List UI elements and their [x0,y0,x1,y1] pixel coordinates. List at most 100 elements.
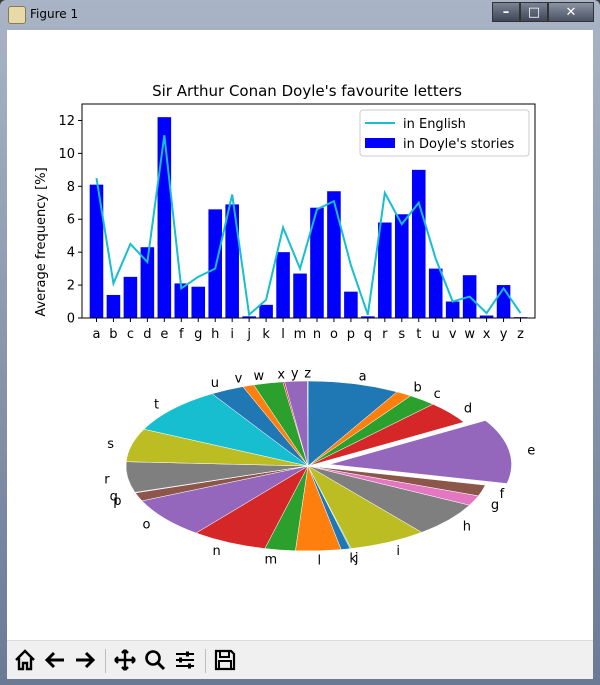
x-tick-label: d [143,327,151,342]
x-tick-label: c [127,327,134,342]
bar [242,316,256,318]
y-tick-label: 4 [67,246,75,261]
y-tick-label: 8 [67,180,75,195]
minimize-button[interactable]: – [492,2,520,22]
x-tick-label: e [160,327,168,342]
y-tick-label: 6 [67,213,75,228]
x-tick-label: o [330,327,338,342]
x-tick-label: f [179,327,184,342]
pie-slice [307,380,398,467]
bar [361,316,375,318]
pie-slice-label: f [500,487,505,502]
zoom-button[interactable] [141,646,169,674]
configure-subplots-button[interactable] [171,646,199,674]
x-tick-label: s [398,327,405,342]
bar [344,291,358,318]
pie-slice-label: w [254,369,265,384]
pie-slice-label: s [107,437,114,452]
bar [106,294,121,318]
x-tick-label: x [483,327,491,342]
bar [479,315,494,318]
pie-slice-label: c [434,387,441,402]
back-button[interactable] [41,646,69,674]
y-tick-label: 10 [58,147,75,162]
pie-slice-label: o [143,518,151,533]
bar [445,301,460,318]
pie-slice-label: k [349,551,357,566]
pie-slice-label: g [491,498,499,513]
legend-label-in-doyles-stories: in Doyle's stories [403,137,515,152]
legend: in English in Doyle's stories [359,109,530,157]
pie-slice-label: q [110,489,118,504]
x-tick-label: g [194,327,202,342]
x-tick-label: p [347,327,355,342]
title-bar[interactable]: Figure 1 – □ ✕ [0,0,600,30]
close-button[interactable]: ✕ [548,2,594,22]
bar [293,273,307,318]
pie-slice-label: z [304,367,311,382]
axes-frame [81,103,536,319]
bar [378,222,392,318]
pie-slice-label: h [463,519,471,534]
figure-canvas[interactable]: Sir Arthur Conan Doyle's favourite lette… [7,30,593,640]
x-tick-label: t [416,327,421,342]
bar [89,184,104,318]
pie-slice-label: d [464,401,472,416]
bar [123,276,138,318]
x-tick-label: n [313,327,321,342]
pie-slice [329,420,512,484]
save-icon [214,649,236,671]
maximize-button[interactable]: □ [520,2,548,22]
bar [191,286,206,318]
pie-slice-label: e [527,444,535,459]
bar [174,283,189,318]
pie-slice-label: v [235,372,243,387]
x-tick-label: m [294,327,307,342]
home-icon [15,649,35,671]
pie-slice-label: r [104,472,110,487]
save-button[interactable] [211,646,239,674]
pie-slice [307,380,309,467]
pie-slice-label: u [211,376,219,391]
bar [327,191,341,318]
x-tick-label: j [246,327,251,342]
legend-label-in-english: in English [403,117,466,132]
pie-slice-label: a [359,370,367,385]
x-tick-label: h [211,327,219,342]
legend-bar-swatch [365,138,395,148]
toolbar-separator [205,649,206,673]
pie-slice-label: t [154,398,159,413]
x-tick-label: u [432,327,440,342]
pan-button[interactable] [111,646,139,674]
bar [259,304,273,318]
home-button[interactable] [11,646,39,674]
bar-plot-area: 0 2 4 6 8 10 12 a b c d e f g h i j k l m n o p q r s t u v w x y z in En… [58,103,536,342]
x-tick-label: z [517,327,524,342]
bar [157,117,172,319]
toolbar-separator [105,649,106,673]
pie-plot-area: a b c d e fg h i jk l m n o pqr s t u v w x y z [104,367,535,569]
y-axis-label: Average frequency [%] [34,167,49,316]
bar [276,252,290,318]
pie-slice-label: n [212,544,220,559]
pie-slice-label: m [265,552,278,567]
x-tick-label: y [500,327,508,342]
bar [140,247,155,318]
pie-slice [307,403,465,467]
window-controls: – □ ✕ [492,2,594,22]
forward-button[interactable] [71,646,99,674]
pie-slice-label: x [277,367,285,382]
pie-slice-label: b [414,381,422,396]
bar [310,207,324,318]
pie-slice-label: i [396,544,400,559]
window-title: Figure 1 [30,7,79,21]
pan-icon [114,649,136,671]
y-tick-label: 0 [67,312,75,327]
x-tick-label: i [230,327,234,342]
x-tick-label: w [464,327,475,342]
figure-canvas-area: Sir Arthur Conan Doyle's favourite lette… [7,30,593,679]
chart-title: Sir Arthur Conan Doyle's favourite lette… [152,82,462,100]
back-arrow-icon [44,651,64,669]
pie-slice-label: p [113,494,121,509]
